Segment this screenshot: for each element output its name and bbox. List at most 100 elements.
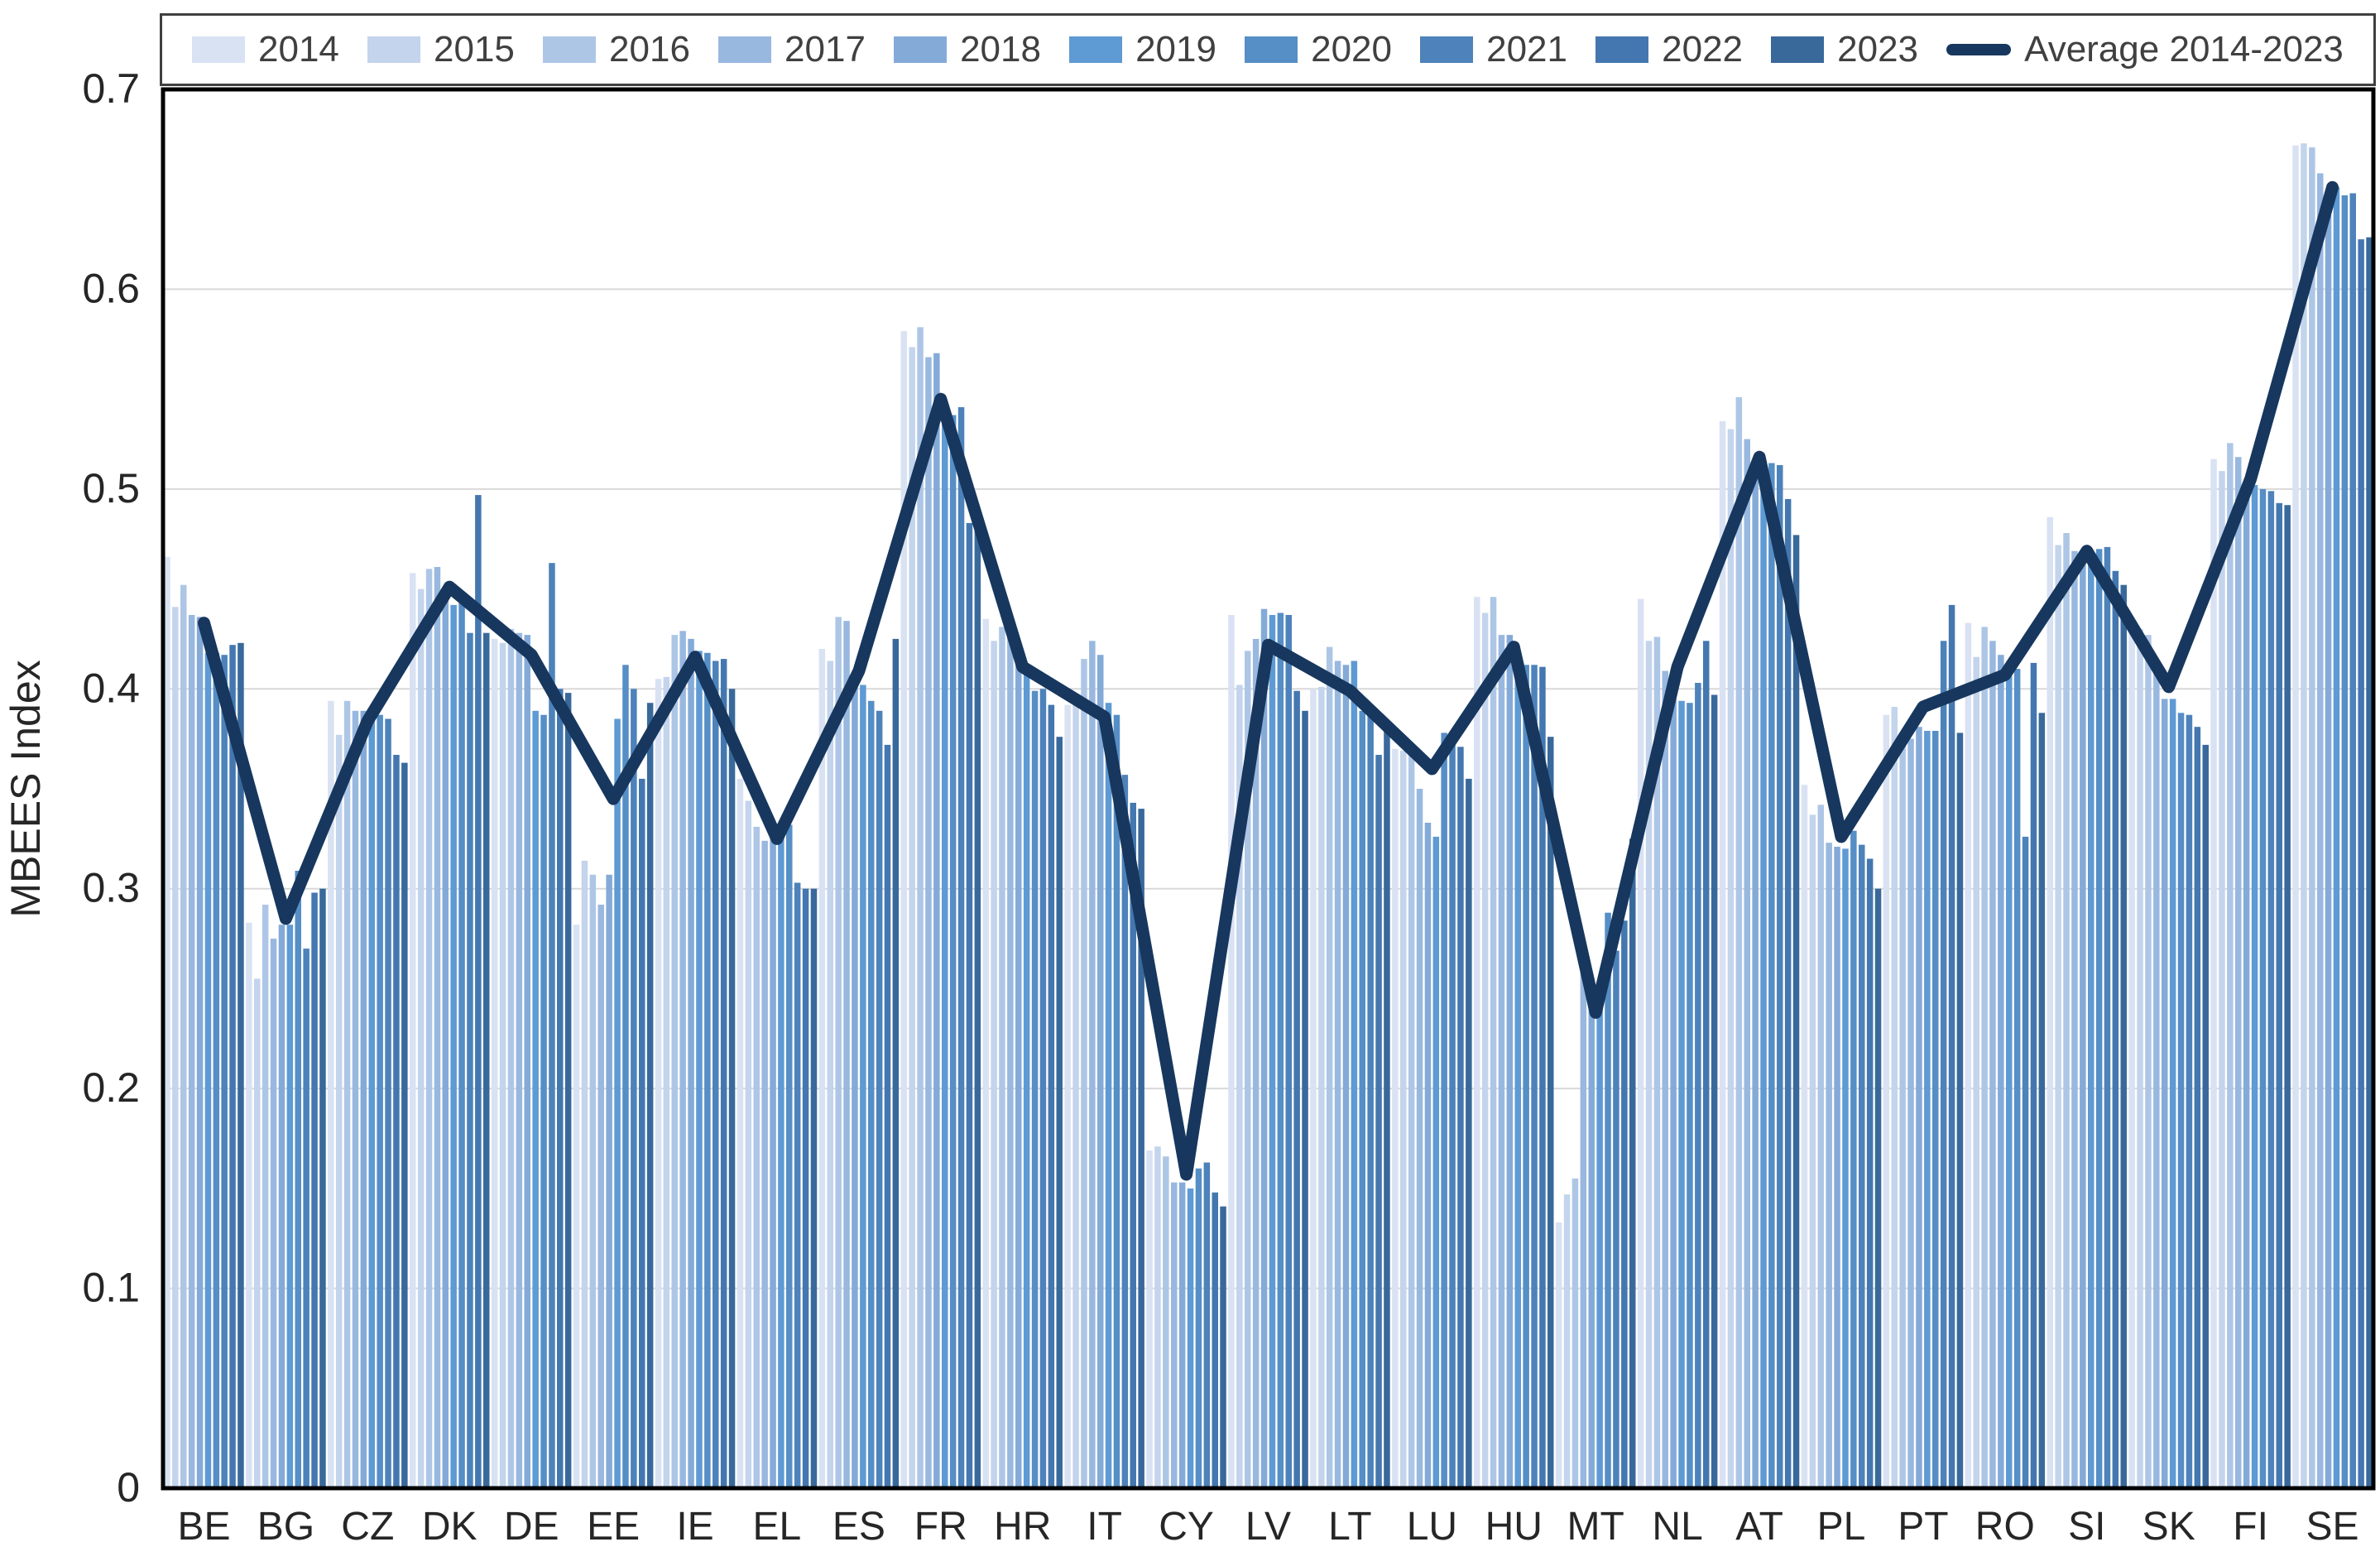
bar-CZ-2016 bbox=[343, 700, 351, 1488]
bar-CZ-2022 bbox=[393, 755, 400, 1488]
bar-CZ-2019 bbox=[368, 709, 375, 1488]
bar-FI-2016 bbox=[2227, 443, 2234, 1488]
legend-item-2014: 2014 bbox=[192, 29, 339, 70]
bar-SE-2020 bbox=[2341, 195, 2349, 1488]
bar-LU-2017 bbox=[1416, 789, 1423, 1488]
bar-EE-2022 bbox=[639, 778, 645, 1488]
x-tick-label-DK: DK bbox=[422, 1505, 477, 1549]
bar-EL-2014 bbox=[737, 778, 744, 1488]
bar-CY-2023 bbox=[1220, 1206, 1226, 1488]
bar-NL-2023 bbox=[1711, 694, 1718, 1488]
bar-LV-2014 bbox=[1228, 615, 1235, 1488]
bar-HR-2021 bbox=[1039, 689, 1047, 1488]
bar-PL-2019 bbox=[1842, 848, 1849, 1488]
legend-color-swatch bbox=[1245, 36, 1298, 63]
bar-EL-2020 bbox=[786, 824, 793, 1488]
bar-PL-2016 bbox=[1817, 805, 1824, 1488]
legend-item-2021: 2021 bbox=[1420, 29, 1567, 70]
plot-border bbox=[161, 87, 2376, 1491]
bar-MT-2020 bbox=[1605, 912, 1611, 1488]
bar-DE-2018 bbox=[524, 635, 530, 1488]
bar-DK-2023 bbox=[483, 632, 490, 1489]
legend-color-swatch bbox=[1420, 36, 1474, 63]
bar-IE-2021 bbox=[713, 661, 719, 1488]
bar-HU-2023 bbox=[1547, 737, 1554, 1488]
bar-HU-2021 bbox=[1531, 665, 1538, 1488]
bar-SK-2018 bbox=[2162, 699, 2168, 1488]
legend-color-swatch bbox=[367, 36, 421, 63]
bar-HR-2016 bbox=[999, 627, 1005, 1488]
bar-PT-2017 bbox=[1907, 738, 1914, 1488]
x-tick-label-LU: LU bbox=[1407, 1505, 1457, 1549]
bar-HR-2018 bbox=[1015, 661, 1022, 1488]
bar-BG-2022 bbox=[311, 892, 318, 1488]
bar-RO-2016 bbox=[1981, 627, 1988, 1488]
bar-DE-2017 bbox=[516, 632, 523, 1489]
bar-BE-2023 bbox=[238, 642, 244, 1488]
bar-HR-2020 bbox=[1031, 690, 1039, 1488]
bar-RO-2014 bbox=[1965, 622, 1972, 1488]
x-tick-label-CY: CY bbox=[1159, 1505, 1214, 1549]
bar-DK-2021 bbox=[467, 632, 473, 1489]
bar-IE-2019 bbox=[696, 651, 703, 1488]
bar-CY-2018 bbox=[1178, 1182, 1186, 1488]
bar-ES-2018 bbox=[852, 683, 858, 1488]
bar-NL-2020 bbox=[1687, 703, 1693, 1488]
bar-LT-2018 bbox=[1342, 665, 1350, 1488]
bar-FR-2015 bbox=[909, 347, 915, 1488]
bar-BG-2015 bbox=[254, 978, 261, 1488]
bar-EL-2022 bbox=[802, 888, 809, 1488]
bar-SI-2022 bbox=[2112, 570, 2119, 1488]
bar-PL-2015 bbox=[1809, 814, 1816, 1488]
bar-BE-2022 bbox=[229, 645, 236, 1488]
bar-AT-2018 bbox=[1752, 459, 1759, 1488]
bar-ES-2020 bbox=[868, 700, 875, 1488]
bar-HU-2019 bbox=[1514, 662, 1521, 1488]
bar-HU-2018 bbox=[1506, 635, 1514, 1488]
x-tick-label-NL: NL bbox=[1652, 1505, 1702, 1549]
bar-ES-2017 bbox=[843, 621, 850, 1489]
bar-BE-2021 bbox=[221, 655, 228, 1488]
bar-CZ-2018 bbox=[360, 710, 367, 1488]
bar-DE-2021 bbox=[549, 563, 555, 1489]
bar-SK-2020 bbox=[2177, 713, 2185, 1488]
legend-line-swatch bbox=[1946, 44, 2012, 55]
legend-item-2015: 2015 bbox=[367, 29, 515, 70]
bar-FI-2015 bbox=[2219, 471, 2225, 1488]
bar-LT-2016 bbox=[1326, 646, 1333, 1488]
bar-FI-2019 bbox=[2251, 485, 2258, 1488]
bar-EE-2017 bbox=[597, 905, 604, 1488]
bar-RO-2019 bbox=[2006, 665, 2013, 1488]
legend-item-2023: 2023 bbox=[1771, 29, 1918, 70]
bar-CY-2017 bbox=[1171, 1182, 1178, 1488]
legend-item-2019: 2019 bbox=[1069, 29, 1216, 70]
bar-BE-2014 bbox=[164, 556, 170, 1488]
bar-IE-2020 bbox=[704, 652, 711, 1488]
bar-IT-2016 bbox=[1081, 659, 1087, 1488]
bar-DK-2014 bbox=[410, 573, 416, 1488]
bar-FI-2017 bbox=[2235, 457, 2242, 1489]
bar-DE-2014 bbox=[491, 638, 498, 1488]
bar-SI-2015 bbox=[2055, 545, 2061, 1488]
bar-LT-2022 bbox=[1375, 755, 1382, 1488]
bar-PT-2014 bbox=[1883, 714, 1890, 1488]
y-tick-label-0.4: 0.4 bbox=[82, 665, 140, 711]
bar-BG-2020 bbox=[295, 871, 301, 1488]
y-tick-label-0.2: 0.2 bbox=[82, 1064, 140, 1111]
bar-DE-2022 bbox=[557, 689, 564, 1488]
bar-EE-2014 bbox=[573, 925, 580, 1488]
x-tick-label-SI: SI bbox=[2068, 1505, 2105, 1549]
bar-SE-2017 bbox=[2317, 173, 2324, 1488]
bar-ES-2023 bbox=[892, 638, 900, 1488]
bar-EL-2019 bbox=[778, 823, 785, 1488]
bar-LU-2023 bbox=[1466, 778, 1472, 1488]
bar-HU-2020 bbox=[1523, 665, 1529, 1488]
bar-SE-2019 bbox=[2333, 187, 2340, 1488]
bar-HU-2014 bbox=[1474, 597, 1480, 1489]
legend-color-swatch bbox=[192, 36, 245, 63]
y-axis-title: MBEES Index bbox=[2, 660, 49, 917]
bar-SI-2014 bbox=[2047, 516, 2053, 1489]
bar-SK-2023 bbox=[2202, 744, 2209, 1488]
bar-EL-2023 bbox=[810, 888, 818, 1488]
bar-IE-2018 bbox=[688, 638, 694, 1488]
